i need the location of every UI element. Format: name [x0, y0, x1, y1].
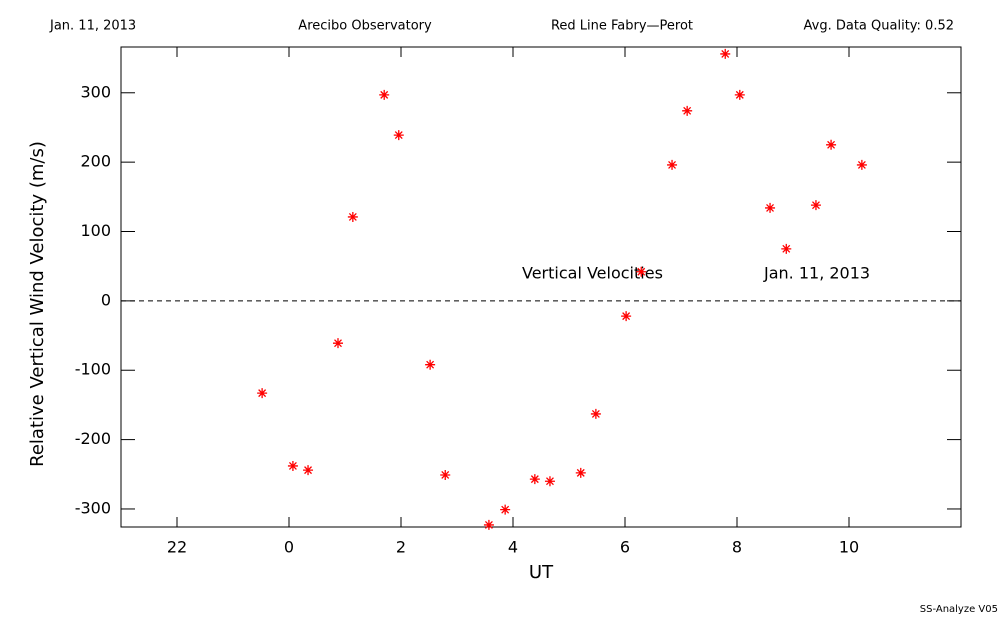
x-tick-label: 8 — [732, 538, 742, 557]
x-tick-label: 22 — [167, 538, 187, 557]
footer: SS-Analyze V05 — [920, 604, 998, 615]
point — [667, 159, 678, 170]
y-tick-label: 300 — [80, 82, 111, 101]
point — [781, 243, 792, 254]
point — [440, 469, 451, 480]
annotation: Jan. 11, 2013 — [763, 264, 870, 283]
point — [856, 159, 867, 170]
point — [826, 139, 837, 150]
point — [287, 460, 298, 471]
point — [544, 476, 555, 487]
y-tick-label: 100 — [80, 221, 111, 240]
x-tick-label: 0 — [284, 538, 294, 557]
y-tick-label: -100 — [75, 360, 111, 379]
x-tick-label: 6 — [620, 538, 630, 557]
point — [379, 89, 390, 100]
point — [682, 105, 693, 116]
point — [483, 519, 494, 530]
point — [303, 465, 314, 476]
x-tick-label: 4 — [508, 538, 518, 557]
y-tick-label: -300 — [75, 498, 111, 517]
plot-frame — [120, 46, 962, 528]
point — [393, 130, 404, 141]
y-tick-label: -200 — [75, 429, 111, 448]
point — [621, 311, 632, 322]
header-instrument: Red Line Fabry—Perot — [551, 19, 693, 34]
x-tick-label: 2 — [396, 538, 406, 557]
header-quality: Avg. Data Quality: 0.52 — [804, 19, 954, 34]
x-axis-label: UT — [529, 562, 554, 583]
x-tick-label: 10 — [839, 538, 859, 557]
point — [333, 338, 343, 349]
point — [425, 359, 436, 370]
point — [810, 200, 821, 211]
y-tick-label: 0 — [101, 290, 111, 309]
point — [257, 388, 268, 399]
header-date: Jan. 11, 2013 — [49, 19, 136, 34]
point — [347, 211, 358, 222]
point — [500, 504, 511, 515]
annotation: Vertical Velocities — [522, 264, 663, 283]
y-tick-label: 200 — [80, 152, 111, 171]
point — [765, 202, 776, 213]
header-site: Arecibo Observatory — [298, 19, 432, 34]
point — [720, 48, 731, 59]
point — [590, 408, 601, 419]
point — [734, 89, 745, 100]
point — [575, 467, 586, 478]
point — [636, 266, 647, 277]
y-axis-label: Relative Vertical Wind Velocity (m/s) — [27, 141, 48, 467]
point — [529, 474, 540, 485]
